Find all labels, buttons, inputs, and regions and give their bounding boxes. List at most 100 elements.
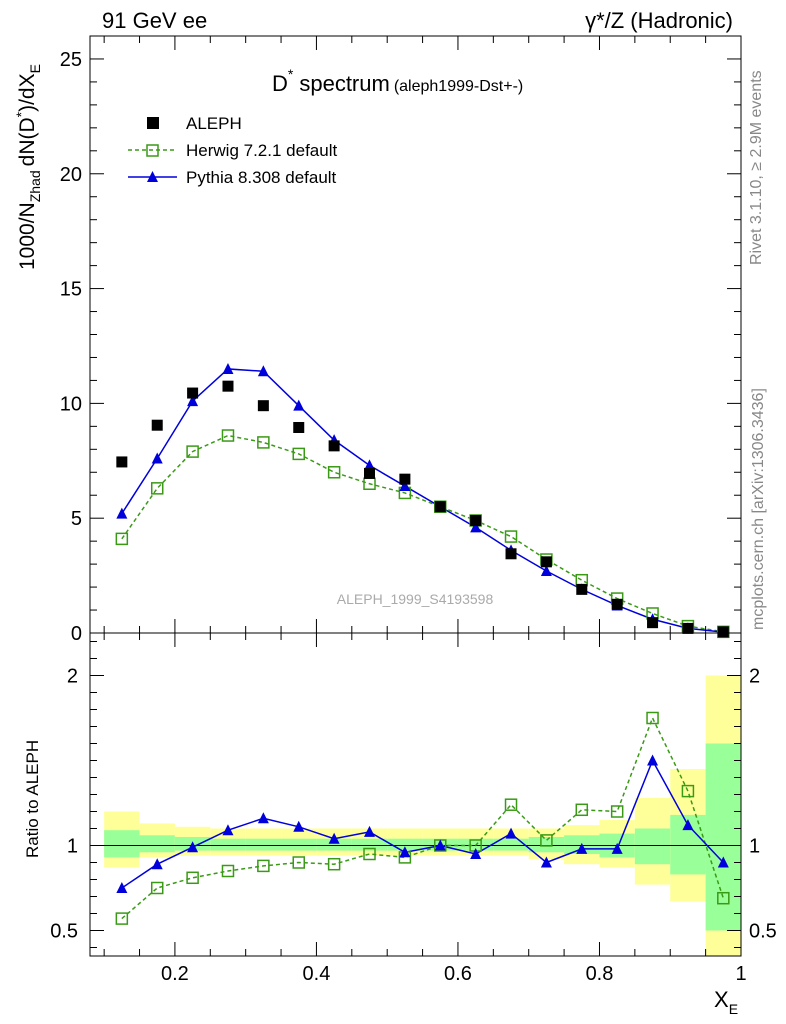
legend-marker-herwig	[146, 144, 159, 157]
ylabel-part-c: dN(D	[16, 117, 39, 166]
x-tick-label: 0.6	[444, 963, 472, 985]
pythia-ratio-point	[611, 842, 623, 854]
y-tick-label-ratio-right: 1	[749, 836, 760, 858]
pythia-ratio-point	[328, 832, 340, 844]
xlabel-main: X	[714, 987, 729, 1012]
ylabel-part-f: E	[27, 64, 43, 73]
ratio-uncertainty-bands	[104, 675, 741, 956]
herwig-point	[292, 447, 305, 461]
header-left: 91 GeV ee	[102, 8, 207, 33]
pythia-point	[257, 365, 269, 377]
y-tick-label-ratio-right: 0.5	[749, 921, 777, 943]
pythia-ratio-point	[576, 842, 588, 854]
y-tick-label-ratio: 0.5	[50, 921, 78, 943]
herwig-ratio-point	[610, 805, 624, 818]
y-tick-label-main: 15	[60, 279, 82, 301]
ylabel-part-d: *	[13, 111, 29, 117]
herwig-ratio-point	[504, 798, 518, 811]
xlabel-sub: E	[729, 1001, 738, 1017]
herwig-ratio-point	[717, 891, 730, 905]
y-tick-label-main: 20	[60, 164, 82, 186]
herwig-ratio-point	[575, 803, 589, 817]
aleph-point	[257, 400, 269, 412]
x-tick-label: 1	[735, 963, 746, 985]
pythia-ratio-point	[364, 825, 376, 837]
herwig-ratio-line	[121, 716, 725, 920]
band-inner-1	[139, 835, 175, 853]
x-tick-label: 0.8	[586, 963, 614, 985]
pythia-point	[540, 565, 552, 577]
aleph-point	[399, 473, 411, 485]
pythia-ratio-point	[717, 856, 729, 868]
aleph-point	[470, 514, 482, 526]
herwig-ratio-point	[681, 784, 695, 798]
band-inner-17	[705, 743, 741, 931]
main-series	[115, 362, 730, 639]
pythia-ratio-point	[505, 827, 517, 839]
aleph-point	[187, 387, 199, 399]
pythia-ratio-line	[121, 758, 724, 889]
pythia-point	[151, 452, 163, 464]
band-inner-5	[281, 838, 317, 851]
aleph-point	[505, 548, 517, 560]
herwig-point	[327, 466, 341, 479]
pythia-point	[222, 362, 234, 374]
herwig-point	[186, 445, 199, 458]
herwig-ratio-point	[257, 859, 270, 873]
y-axis-label-ratio: Ratio to ALEPH	[23, 740, 42, 858]
aleph-point	[540, 556, 552, 568]
legend-label-pythia: Pythia 8.308 default	[186, 168, 337, 187]
band-inner-11	[493, 838, 529, 851]
herwig-ratio-point	[115, 912, 129, 925]
herwig-point	[504, 530, 518, 543]
pythia-ratio-point	[151, 858, 163, 870]
herwig-point	[257, 436, 270, 449]
band-inner-15	[634, 828, 671, 865]
ylabel-part-b: Zhad	[27, 170, 43, 202]
pythia-ratio-point	[470, 848, 482, 859]
y-tick-label-main: 5	[71, 508, 82, 530]
band-inner-3	[210, 838, 246, 851]
aleph-point	[222, 380, 234, 392]
x-tick-label: 0.2	[161, 963, 189, 985]
chart-title: D* spectrum (aleph1999-Dst+-)	[272, 66, 523, 96]
pythia-ratio-point	[293, 820, 305, 832]
pythia-ratio-point	[187, 841, 199, 853]
herwig-ratio-point	[150, 881, 164, 895]
pythia-ratio-point	[647, 754, 659, 766]
band-inner-6	[316, 838, 352, 851]
y-tick-label-ratio-right: 2	[749, 666, 760, 688]
band-inner-7	[351, 838, 388, 851]
y-tick-label-main: 0	[71, 623, 82, 645]
pythia-ratio-point	[540, 856, 552, 868]
band-inner-8	[387, 838, 423, 851]
y-tick-label-ratio: 2	[67, 666, 78, 688]
aleph-point	[717, 626, 729, 638]
legend-label-herwig: Herwig 7.2.1 default	[186, 141, 337, 160]
aleph-point	[293, 421, 305, 433]
herwig-ratio-point	[327, 857, 341, 871]
y-tick-label-main: 10	[60, 393, 82, 415]
legend-marker-pythia	[147, 171, 158, 182]
aleph-point	[328, 440, 340, 452]
y-tick-label-ratio: 1	[67, 836, 78, 858]
pythia-line	[121, 368, 724, 633]
analysis-watermark: ALEPH_1999_S4193598	[337, 591, 494, 607]
x-axis-label: XE	[714, 987, 738, 1017]
ylabel-part-e: )/dX	[16, 73, 39, 112]
herwig-point	[221, 429, 235, 442]
pythia-ratio-point	[682, 819, 694, 831]
herwig-ratio-point	[186, 871, 199, 885]
pythia-point	[293, 399, 305, 411]
x-tick-label: 0.4	[303, 963, 331, 985]
herwig-point	[115, 532, 129, 546]
pythia-ratio-point	[222, 824, 234, 836]
herwig-ratio-point	[292, 856, 305, 869]
pythia-ratio-point	[399, 846, 411, 858]
header-right: γ*/Z (Hadronic)	[585, 8, 733, 33]
title-sub: (aleph1999-Dst+-)	[394, 78, 523, 95]
pythia-ratio-point	[257, 812, 269, 824]
y-tick-label-main: 25	[60, 49, 82, 71]
